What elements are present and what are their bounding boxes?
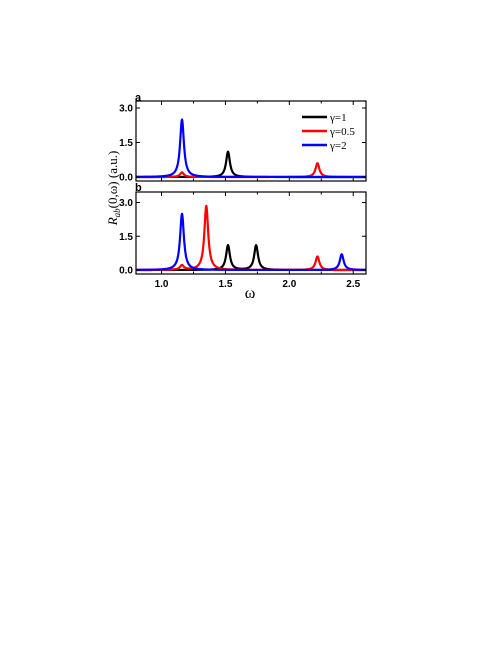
panel-b-series-line-2 (135, 212, 367, 272)
panel-a: a 0.0 1.5 3.0 γ=1 γ=0.5 γ=2 (119, 92, 367, 184)
y-axis-title: Rab(0,ω) (a.u.) (105, 151, 122, 227)
panel-a-x-ticks (161, 101, 354, 181)
y-axis-title-text: Rab(0,ω) (a.u.) (105, 151, 122, 227)
panel-b-y-tick-label: 0.0 (119, 266, 133, 277)
panel-a-y-ticks: 0.0 1.5 3.0 (119, 104, 366, 184)
panel-a-series-line-2 (135, 118, 367, 179)
panel-b-y-tick-label: 1.5 (119, 232, 133, 243)
y-axis-title-sub: ab (112, 208, 122, 218)
x-tick-label: 2.5 (346, 279, 360, 290)
x-axis-title: ω (245, 285, 256, 302)
panel-a-frame (135, 100, 367, 182)
y-axis-title-main: R (105, 217, 120, 226)
panel-b-x-ticks: 1.0 1.5 2.0 2.5 (155, 192, 361, 290)
legend-label-gamma05: γ=0.5 (329, 126, 355, 138)
panel-b-frame (135, 191, 367, 275)
legend: γ=1 γ=0.5 γ=2 (302, 112, 355, 152)
panel-a-y-tick-label: 0.0 (119, 173, 133, 184)
panel-b-y-ticks: 0.0 1.5 3.0 (119, 198, 366, 277)
panel-a-series (135, 118, 367, 179)
panel-a-y-tick-label: 1.5 (119, 138, 133, 149)
panel-b-tag: b (135, 182, 142, 194)
panel-a-tag: a (135, 92, 142, 104)
panel-b-series (135, 204, 367, 272)
x-tick-label: 1.5 (218, 279, 232, 290)
legend-label-gamma2: γ=2 (329, 140, 347, 152)
y-axis-title-rest: (0,ω) (a.u.) (105, 151, 120, 209)
panel-b-y-tick-label: 3.0 (119, 198, 133, 209)
panel-a-y-tick-label: 3.0 (119, 104, 133, 115)
panel-b: b 0.0 1.5 3.0 1.0 1.5 2.0 2.5 (119, 182, 367, 290)
x-tick-label: 2.0 (282, 279, 296, 290)
x-tick-label: 1.0 (155, 279, 169, 290)
legend-label-gamma1: γ=1 (329, 112, 347, 124)
